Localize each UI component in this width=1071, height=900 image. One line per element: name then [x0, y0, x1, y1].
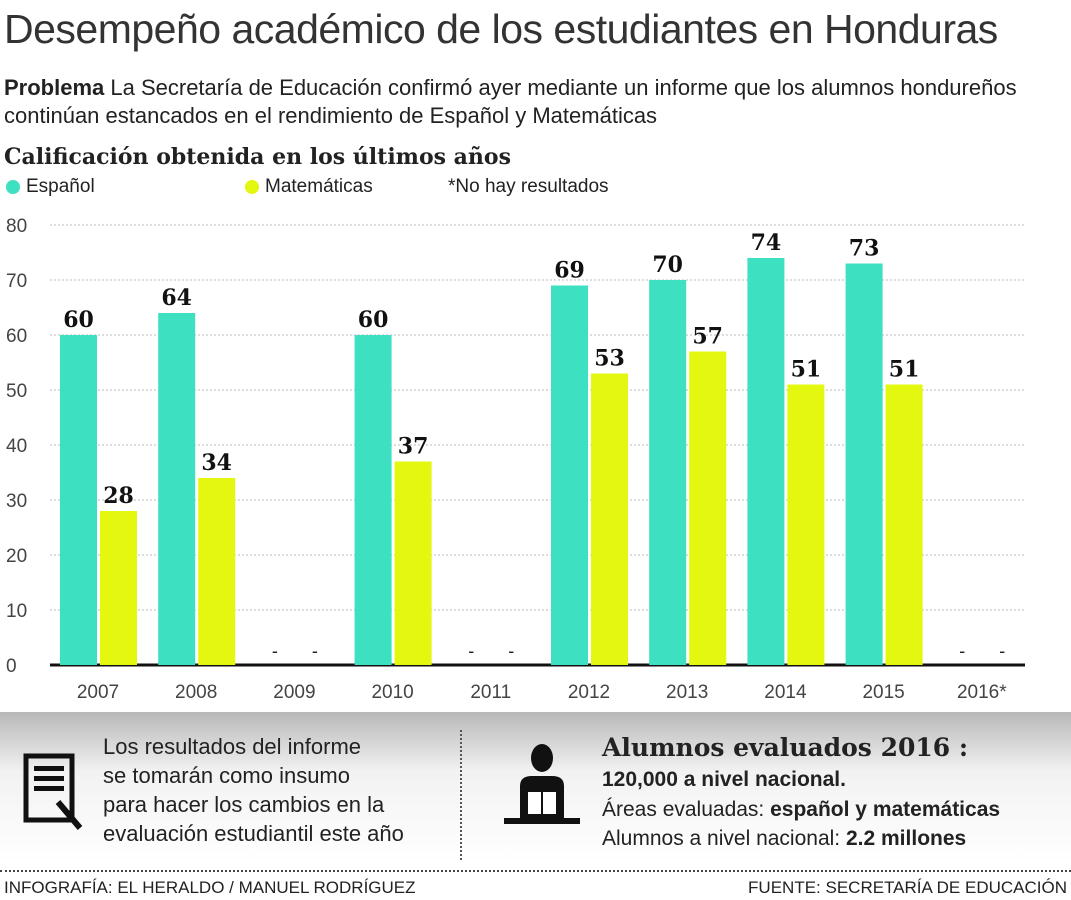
- bar-matematicas: [689, 351, 727, 665]
- bar-espanol: [354, 335, 392, 665]
- info-right-title: Alumnos evaluados 2016 :: [602, 733, 969, 762]
- missing-marker: -: [959, 641, 965, 661]
- data-label: 64: [161, 285, 192, 311]
- bar-chart: 0 10 20 30 40 50 60 70 80 2007 60 28 2008 64 34 2009 - - 2…: [6, 216, 1025, 703]
- x-tick-label: 2008: [175, 682, 217, 703]
- text-line: se tomarán como insumo: [103, 763, 350, 788]
- legend-note: *No hay resultados: [448, 176, 609, 197]
- bar-espanol: [60, 335, 97, 665]
- x-tick-label: 2013: [666, 682, 708, 703]
- bar-matematicas: [885, 384, 923, 665]
- footer-credit: INFOGRAFÍA: EL HERALDO / MANUEL RODRÍGUE…: [4, 878, 416, 897]
- y-tick-label: 10: [6, 601, 27, 622]
- bar-matematicas: [394, 461, 432, 665]
- footer-divider: [0, 870, 1071, 872]
- legend-label: Matemáticas: [265, 176, 373, 197]
- x-tick-label: 2015: [862, 682, 904, 703]
- y-tick-label: 30: [6, 491, 27, 512]
- intro-label: Problema: [4, 75, 105, 100]
- missing-marker: -: [468, 641, 474, 661]
- bar-espanol: [747, 258, 785, 665]
- bar-matematicas: [100, 511, 137, 665]
- info-line-2: Áreas evaluadas: español y matemáticas: [602, 798, 1000, 822]
- missing-marker: -: [508, 641, 514, 661]
- student-reading-icon: [504, 744, 580, 824]
- document-pen-icon: [23, 753, 83, 830]
- missing-marker: -: [312, 641, 318, 661]
- value: español y matemáticas: [770, 798, 1001, 821]
- y-tick-label: 20: [6, 546, 27, 567]
- data-label: 74: [751, 230, 782, 256]
- bar-matematicas: [787, 384, 825, 665]
- label: Áreas evaluadas:: [602, 798, 771, 821]
- data-label: 34: [201, 450, 232, 476]
- value: 2.2 millones: [845, 827, 967, 850]
- y-tick-label: 70: [6, 271, 27, 292]
- x-tick-label: 2011: [470, 682, 511, 703]
- y-tick-label: 40: [6, 436, 27, 457]
- x-tick-label: 2009: [273, 682, 315, 703]
- data-label: 51: [791, 357, 822, 383]
- data-label: 37: [398, 434, 429, 460]
- data-label: 70: [652, 252, 683, 278]
- bar-matematicas: [591, 373, 628, 665]
- missing-marker: -: [272, 641, 278, 661]
- x-tick-label: 2014: [764, 682, 807, 703]
- missing-marker: -: [999, 641, 1005, 661]
- x-tick-label: 2016*: [957, 682, 1007, 703]
- bar-espanol: [649, 280, 687, 665]
- info-line-1: 120,000 a nivel nacional.: [602, 768, 846, 791]
- data-label: 57: [692, 324, 723, 350]
- label: Alumnos a nivel nacional:: [602, 827, 846, 850]
- bar-matematicas: [198, 478, 236, 665]
- info-left-text: Los resultados del informe se tomarán co…: [103, 732, 404, 848]
- footer-source: FUENTE: SECRETARÍA DE EDUCACIÓN: [748, 878, 1067, 897]
- legend-espanol: Español: [6, 176, 95, 198]
- chart-title: Calificación obtenida en los últimos año…: [4, 144, 511, 170]
- y-tick-label: 60: [6, 326, 27, 347]
- legend-matematicas: Matemáticas: [245, 176, 373, 198]
- divider: [460, 730, 462, 860]
- intro-text: Problema La Secretaría de Educación conf…: [4, 74, 1064, 130]
- text-line: para hacer los cambios en la: [103, 792, 385, 817]
- data-label: 73: [849, 236, 880, 262]
- y-tick-label: 0: [6, 656, 17, 677]
- legend-swatch: [245, 180, 259, 194]
- x-tick-label: 2007: [77, 682, 119, 703]
- intro-body: La Secretaría de Educación confirmó ayer…: [4, 75, 1017, 128]
- text-line: evaluación estudiantil este año: [103, 821, 404, 846]
- page-title: Desempeño académico de los estudiantes e…: [4, 6, 998, 52]
- bar-espanol: [551, 285, 588, 665]
- bar-espanol: [158, 313, 196, 665]
- data-label: 28: [103, 483, 134, 509]
- legend-label: Español: [26, 176, 95, 197]
- data-label: 69: [554, 258, 585, 284]
- data-label: 53: [594, 346, 625, 372]
- data-label: 51: [889, 357, 920, 383]
- x-tick-label: 2012: [568, 682, 610, 703]
- bar-espanol: [845, 263, 883, 665]
- data-label: 60: [358, 307, 389, 333]
- x-tick-label: 2010: [371, 682, 413, 703]
- data-label: 60: [63, 307, 94, 333]
- legend-swatch: [6, 180, 20, 194]
- text-line: Los resultados del informe: [103, 734, 362, 759]
- y-tick-label: 80: [6, 216, 27, 237]
- y-tick-label: 50: [6, 381, 27, 402]
- info-line-3: Alumnos a nivel nacional: 2.2 millones: [602, 827, 966, 851]
